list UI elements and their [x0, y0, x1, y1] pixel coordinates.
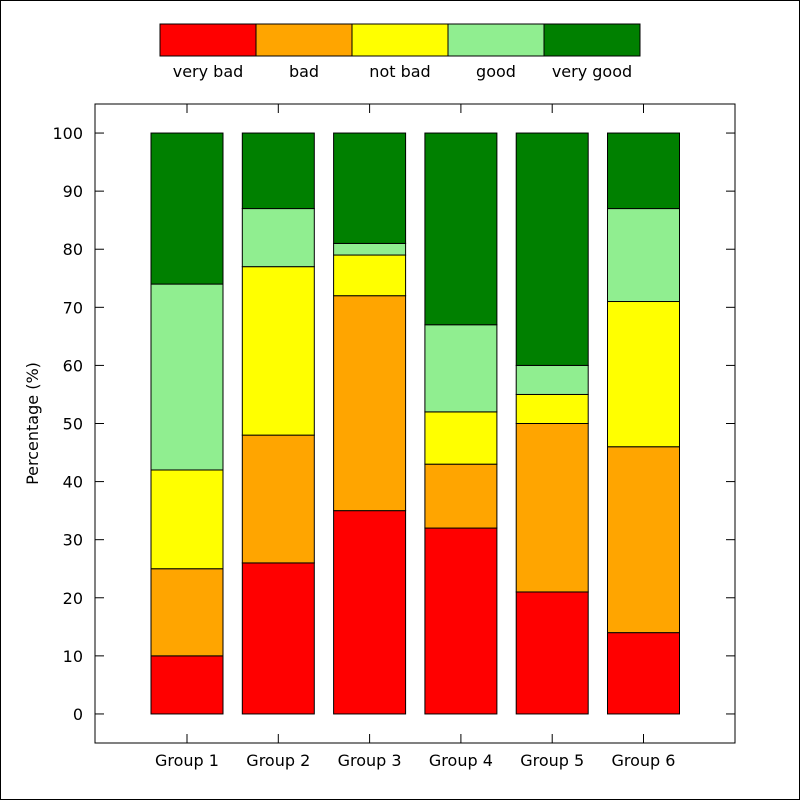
y-tick-label: 30 [63, 531, 83, 550]
x-axis: Group 1 Group 2 Group 3 Group 4 Group 5 Group… [155, 104, 675, 770]
bar-segment [515, 591, 589, 715]
bar-segment [515, 364, 589, 395]
bar-segment [333, 295, 407, 512]
bar-segment [150, 655, 224, 715]
legend-swatch [447, 23, 545, 57]
bar-segment [424, 411, 498, 465]
legend-label: very bad [173, 62, 244, 81]
y-tick-label: 90 [63, 182, 83, 201]
bar-segment [424, 527, 498, 715]
y-tick-label: 40 [63, 473, 83, 492]
x-tick-label: Group 6 [612, 751, 676, 770]
legend-swatch [351, 23, 449, 57]
bar-segment [241, 266, 315, 436]
y-axis: 0 10 20 30 40 50 60 70 80 90 100 [52, 124, 735, 724]
bar-segment [333, 132, 407, 244]
y-tick-label: 10 [63, 647, 83, 666]
x-tick-label: Group 3 [338, 751, 402, 770]
y-tick-label: 20 [63, 589, 83, 608]
bar-segment [150, 469, 224, 570]
bar-segment [607, 446, 680, 634]
bars-layer [150, 132, 680, 715]
legend-swatch [255, 23, 353, 57]
bar-segment [333, 254, 407, 297]
x-tick-label: Group 1 [155, 751, 219, 770]
legend-label: not bad [369, 62, 430, 81]
bar-segment [515, 132, 589, 366]
x-tick-label: Group 2 [246, 751, 310, 770]
y-tick-label: 50 [63, 415, 83, 434]
y-tick-label: 70 [63, 298, 83, 317]
bar-segment [607, 632, 680, 715]
legend-label: bad [289, 62, 319, 81]
legend-swatch [543, 23, 641, 57]
bar-segment [150, 568, 224, 657]
bar-segment [241, 434, 315, 564]
legend: very bad bad not bad good very good [159, 23, 641, 81]
bar-segment [333, 242, 407, 256]
bar-segment [333, 510, 407, 715]
y-axis-label: Percentage (%) [23, 362, 42, 485]
bar-segment [424, 463, 498, 529]
legend-swatch [159, 23, 257, 57]
bar-segment [607, 301, 680, 448]
bar-segment [424, 132, 498, 326]
y-tick-label: 0 [73, 705, 83, 724]
bar-segment [515, 393, 589, 425]
y-tick-label: 100 [52, 124, 83, 143]
bar-segment [424, 324, 498, 413]
bar-segment [241, 208, 315, 268]
bar-segment [150, 132, 224, 285]
x-tick-label: Group 4 [429, 751, 493, 770]
y-tick-label: 80 [63, 240, 83, 259]
bar-segment [607, 208, 680, 303]
y-tick-label: 60 [63, 356, 83, 375]
bar-segment [150, 283, 224, 471]
legend-label: very good [552, 62, 632, 81]
legend-label: good [476, 62, 516, 81]
bar-segment [515, 423, 589, 593]
bar-segment [241, 562, 315, 715]
x-tick-label: Group 5 [520, 751, 584, 770]
bar-segment [241, 132, 315, 210]
bar-segment [607, 132, 680, 210]
